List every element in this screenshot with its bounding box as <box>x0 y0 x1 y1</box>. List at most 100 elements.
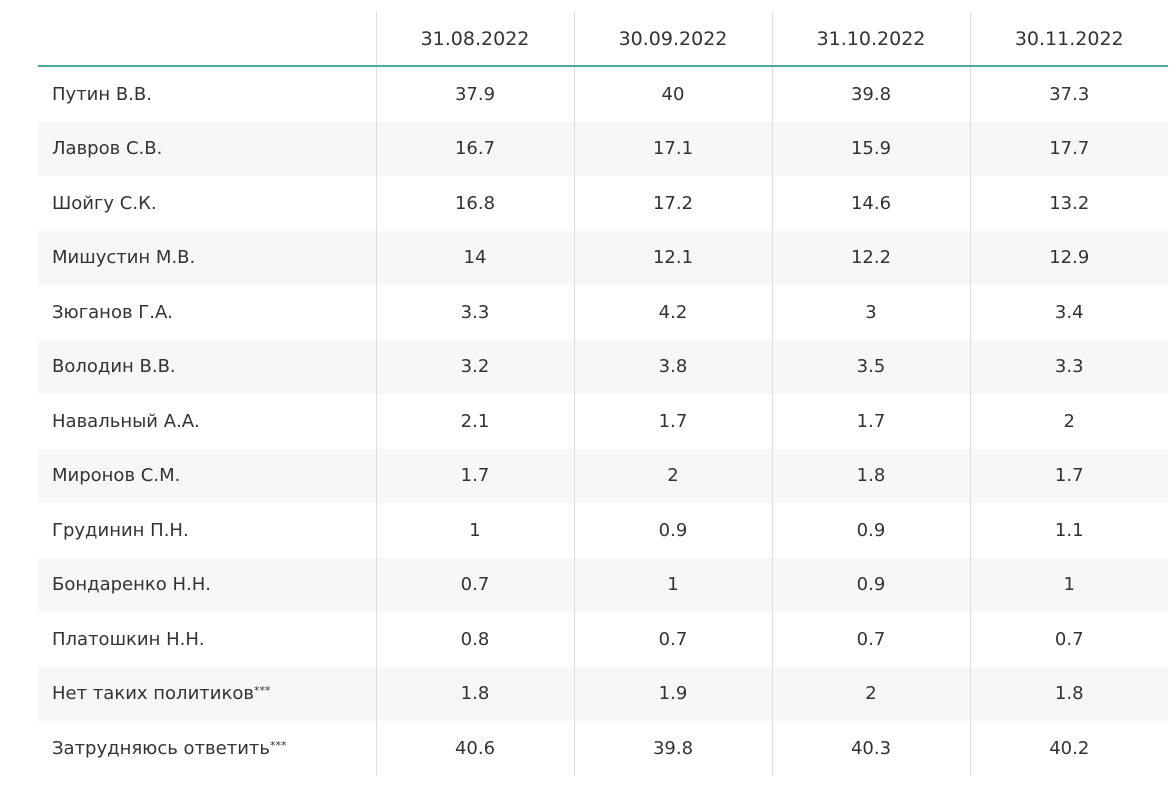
row-label: Лавров С.В. <box>38 121 376 176</box>
row-label: Шойгу С.К. <box>38 176 376 231</box>
table-row: Путин В.В. 37.9 40 39.8 37.3 <box>38 66 1168 122</box>
table-cell: 12.9 <box>969 230 1168 285</box>
table-cell: 40 <box>573 66 772 122</box>
table-row: Платошкин Н.Н. 0.8 0.7 0.7 0.7 <box>38 612 1168 667</box>
row-name: Мишустин М.В. <box>52 247 196 269</box>
table-cell: 15.9 <box>771 121 970 176</box>
row-label: Навальный А.А. <box>38 394 376 449</box>
row-label: Платошкин Н.Н. <box>38 612 376 667</box>
rating-table-container: 31.08.2022 30.09.2022 31.10.2022 30.11.2… <box>38 12 1168 776</box>
row-label: Мишустин М.В. <box>38 230 376 285</box>
table-cell: 0.7 <box>969 612 1168 667</box>
table-cell: 1.8 <box>375 666 574 721</box>
table-cell: 0.8 <box>375 612 574 667</box>
table-cell: 0.7 <box>573 612 772 667</box>
table-cell: 40.6 <box>375 721 574 776</box>
table-cell: 1 <box>375 503 574 558</box>
row-name: Платошкин Н.Н. <box>52 628 205 650</box>
column-header-date-2: 30.09.2022 <box>573 12 772 67</box>
table-cell: 17.1 <box>573 121 772 176</box>
table-cell: 3.3 <box>375 285 574 340</box>
table-cell: 12.2 <box>771 230 970 285</box>
table-cell: 2 <box>969 394 1168 449</box>
table-cell: 1.7 <box>969 448 1168 503</box>
table-cell: 0.9 <box>573 503 772 558</box>
table-cell: 13.2 <box>969 176 1168 231</box>
row-name: Зюганов Г.А. <box>52 301 174 323</box>
table-cell: 14.6 <box>771 176 970 231</box>
table-cell: 0.9 <box>771 503 970 558</box>
table-cell: 1.8 <box>771 448 970 503</box>
table-cell: 1.7 <box>573 394 772 449</box>
table-cell: 3.4 <box>969 285 1168 340</box>
table-cell: 3.2 <box>375 339 574 394</box>
table-row: Затрудняюсь ответить*** 40.6 39.8 40.3 4… <box>38 721 1168 776</box>
table-cell: 3.5 <box>771 339 970 394</box>
table-cell: 2.1 <box>375 394 574 449</box>
row-label: Миронов С.М. <box>38 448 376 503</box>
table-cell: 1.7 <box>375 448 574 503</box>
table-cell: 39.8 <box>771 66 970 122</box>
table-row: Лавров С.В. 16.7 17.1 15.9 17.7 <box>38 121 1168 176</box>
column-header-date-1: 31.08.2022 <box>375 12 574 67</box>
table-cell: 40.3 <box>771 721 970 776</box>
table-cell: 40.2 <box>969 721 1168 776</box>
table-cell: 4.2 <box>573 285 772 340</box>
row-name: Навальный А.А. <box>52 410 200 432</box>
header-corner <box>38 12 376 67</box>
row-footnote-mark: *** <box>253 684 271 698</box>
row-label: Зюганов Г.А. <box>38 285 376 340</box>
row-name: Миронов С.М. <box>52 465 181 487</box>
table-cell: 3.3 <box>969 339 1168 394</box>
row-name: Путин В.В. <box>52 83 153 105</box>
table-cell: 39.8 <box>573 721 772 776</box>
header-row: 31.08.2022 30.09.2022 31.10.2022 30.11.2… <box>38 12 1168 67</box>
table-row: Бондаренко Н.Н. 0.7 1 0.9 1 <box>38 557 1168 612</box>
table-row: Мишустин М.В. 14 12.1 12.2 12.9 <box>38 230 1168 285</box>
table-cell: 1 <box>969 557 1168 612</box>
table-cell: 16.7 <box>375 121 574 176</box>
row-label: Путин В.В. <box>38 66 376 122</box>
table-cell: 16.8 <box>375 176 574 231</box>
table-row: Володин В.В. 3.2 3.8 3.5 3.3 <box>38 339 1168 394</box>
column-header-date-4: 30.11.2022 <box>969 12 1168 67</box>
table-cell: 3 <box>771 285 970 340</box>
table-cell: 17.7 <box>969 121 1168 176</box>
table-cell: 1.8 <box>969 666 1168 721</box>
row-label: Бондаренко Н.Н. <box>38 557 376 612</box>
row-name: Нет таких политиков <box>52 683 254 705</box>
table-row: Навальный А.А. 2.1 1.7 1.7 2 <box>38 394 1168 449</box>
row-name: Бондаренко Н.Н. <box>52 574 211 596</box>
table-row: Нет таких политиков*** 1.8 1.9 2 1.8 <box>38 666 1168 721</box>
table-row: Миронов С.М. 1.7 2 1.8 1.7 <box>38 448 1168 503</box>
row-name: Грудинин П.Н. <box>52 519 189 541</box>
table-row: Шойгу С.К. 16.8 17.2 14.6 13.2 <box>38 176 1168 231</box>
row-label: Грудинин П.Н. <box>38 503 376 558</box>
row-name: Затрудняюсь ответить <box>52 737 271 759</box>
table-cell: 0.9 <box>771 557 970 612</box>
table-row: Грудинин П.Н. 1 0.9 0.9 1.1 <box>38 503 1168 558</box>
table-cell: 0.7 <box>771 612 970 667</box>
rating-table: 31.08.2022 30.09.2022 31.10.2022 30.11.2… <box>38 12 1168 776</box>
table-cell: 2 <box>573 448 772 503</box>
row-name: Шойгу С.К. <box>52 192 157 214</box>
table-cell: 3.8 <box>573 339 772 394</box>
row-label: Нет таких политиков*** <box>38 666 376 721</box>
row-name: Володин В.В. <box>52 356 176 378</box>
column-header-date-3: 31.10.2022 <box>771 12 970 67</box>
table-cell: 1.7 <box>771 394 970 449</box>
table-row: Зюганов Г.А. 3.3 4.2 3 3.4 <box>38 285 1168 340</box>
table-cell: 1 <box>573 557 772 612</box>
table-cell: 14 <box>375 230 574 285</box>
table-cell: 1.1 <box>969 503 1168 558</box>
table-cell: 37.3 <box>969 66 1168 122</box>
table-cell: 1.9 <box>573 666 772 721</box>
table-cell: 12.1 <box>573 230 772 285</box>
table-cell: 17.2 <box>573 176 772 231</box>
table-cell: 37.9 <box>375 66 574 122</box>
row-name: Лавров С.В. <box>52 138 163 160</box>
row-footnote-mark: *** <box>270 738 287 752</box>
table-cell: 0.7 <box>375 557 574 612</box>
row-label: Затрудняюсь ответить*** <box>38 721 376 776</box>
table-cell: 2 <box>771 666 970 721</box>
